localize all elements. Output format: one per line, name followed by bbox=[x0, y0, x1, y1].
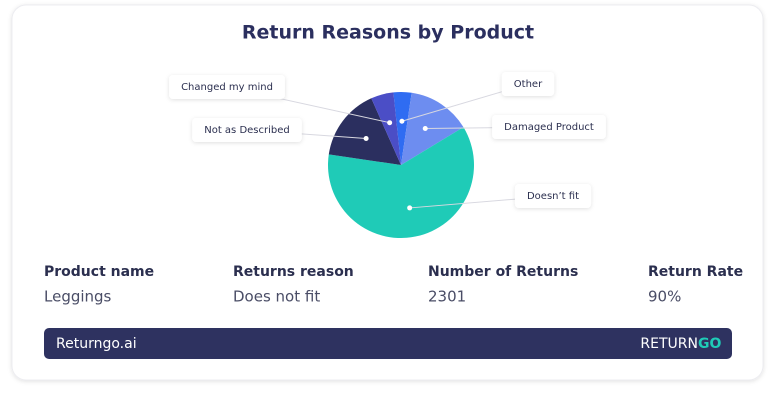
chart-title: Return Reasons by Product bbox=[242, 22, 534, 44]
leader-dot bbox=[363, 136, 369, 142]
callout-label: Damaged Product bbox=[504, 122, 594, 133]
callout-box bbox=[492, 115, 606, 139]
column-header: Number of Returns bbox=[428, 264, 578, 280]
table-cell: Leggings bbox=[44, 288, 112, 306]
pie-slice bbox=[371, 92, 401, 165]
footer-bar bbox=[44, 328, 732, 359]
column-header: Returns reason bbox=[233, 264, 354, 280]
table-cell: 2301 bbox=[428, 288, 466, 306]
table: Product name Returns reason Number of Retu… bbox=[44, 264, 743, 306]
callout-box bbox=[192, 118, 302, 142]
callout-label: Other bbox=[514, 79, 543, 90]
callout-label: Changed my mind bbox=[181, 82, 273, 93]
callout-box bbox=[514, 184, 592, 208]
leader-dot bbox=[422, 126, 428, 132]
pie-slice bbox=[328, 127, 474, 238]
callout-box bbox=[169, 75, 285, 99]
table-cell: 90% bbox=[648, 288, 681, 306]
column-header: Product name bbox=[44, 264, 154, 280]
callout-box bbox=[501, 72, 555, 96]
pie-slice bbox=[328, 98, 401, 165]
leader-dot bbox=[399, 118, 405, 124]
callouts: Other Damaged Product Doesn’t fit Not as De… bbox=[169, 72, 606, 211]
table-cell: Does not fit bbox=[233, 288, 320, 306]
column-header: Return Rate bbox=[648, 264, 743, 280]
leader-dot bbox=[387, 120, 393, 126]
logo-right: GO bbox=[698, 336, 721, 352]
callout-label: Doesn’t fit bbox=[527, 191, 579, 202]
pie-slice bbox=[393, 92, 412, 165]
callout-label: Not as Described bbox=[204, 125, 290, 136]
footer-site: Returngo.ai bbox=[56, 336, 137, 352]
logo-left: RETURN bbox=[640, 336, 698, 352]
leader-dot bbox=[407, 205, 413, 211]
